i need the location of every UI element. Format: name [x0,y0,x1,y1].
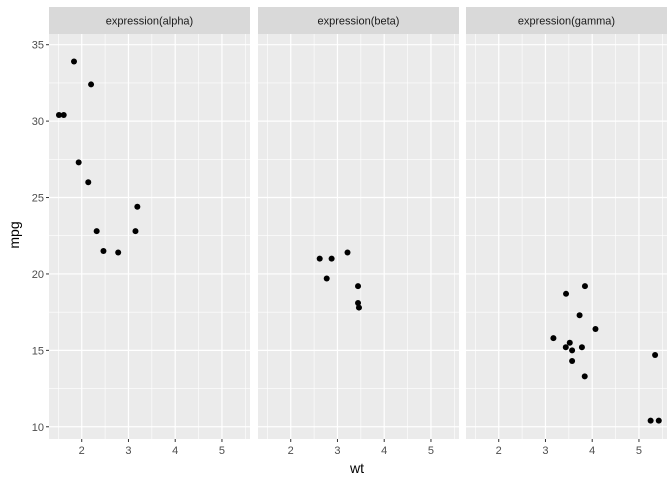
data-point [550,335,557,342]
data-point [316,255,323,262]
x-axis: 2 3 4 5 2 3 4 5 2 3 4 5 [79,439,642,457]
y-tick-label: 15 [32,345,44,357]
x-tick-label: 3 [125,445,131,457]
data-point [344,249,351,256]
panel-2: expression(beta) [258,7,459,439]
data-point [576,312,583,319]
y-tick-label: 30 [32,116,44,128]
panel-3: expression(gamma) [466,7,667,439]
data-point [134,203,141,210]
x-tick-label: 5 [636,445,642,457]
panel-strip [258,7,459,34]
y-tick-label: 25 [32,193,44,205]
panel-strip-label: expression(gamma) [518,16,615,28]
data-point [100,248,107,255]
x-tick-label: 5 [219,445,225,457]
x-tick-label: 2 [288,445,294,457]
data-point [71,58,78,65]
panel-strip-label: expression(beta) [318,16,400,28]
y-tick-label: 20 [32,269,44,281]
x-tick-label: 5 [428,445,434,457]
data-point [566,339,573,346]
data-point [569,347,576,354]
y-axis: 10 15 20 25 30 35 [32,40,49,434]
panels-layer: expression(alpha) expression(beta) express… [49,7,667,439]
x-tick-label: 4 [381,445,387,457]
x-tick-label: 3 [542,445,548,457]
data-point [85,179,92,186]
x-tick-label: 2 [496,445,502,457]
y-tick-label: 10 [32,422,44,434]
data-point [578,344,585,351]
data-point [569,358,576,365]
data-point [655,417,662,424]
data-point [355,304,362,311]
data-point [355,283,362,290]
panel-background [49,34,250,439]
data-point [55,112,62,118]
data-point [328,255,335,262]
y-axis-title: mpg [6,221,22,248]
x-tick-label: 4 [172,445,178,457]
panel-background [258,34,459,439]
x-tick-label: 2 [79,445,85,457]
panel-background [466,34,667,439]
data-point [355,299,362,306]
data-point [132,228,139,235]
data-point [652,351,659,358]
data-point [323,275,330,282]
data-point [93,228,100,235]
data-point [592,325,599,332]
data-point [75,159,82,166]
panel-strip [466,7,667,34]
data-point [581,283,588,290]
data-point [115,249,122,256]
data-point [88,81,95,88]
data-point [563,290,570,297]
data-point [647,417,654,424]
data-point [60,112,67,118]
x-axis-title: wt [349,460,364,476]
data-point [581,373,588,380]
x-tick-label: 4 [589,445,595,457]
panel-1: expression(alpha) [49,7,250,439]
data-point [562,344,569,351]
panel-strip-label: expression(alpha) [106,16,193,28]
panel-strip [49,7,250,34]
y-tick-label: 35 [32,40,44,52]
x-tick-label: 3 [334,445,340,457]
